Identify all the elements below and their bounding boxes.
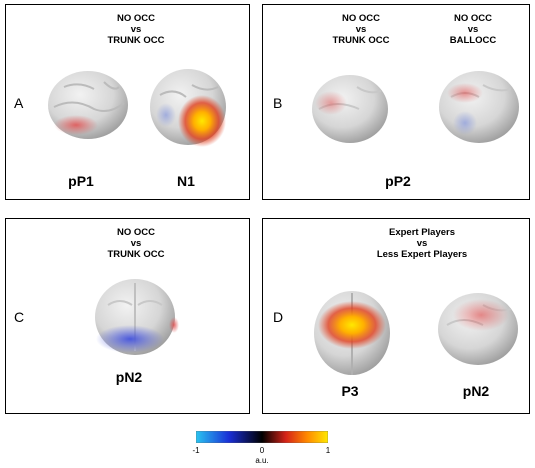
panel-b-letter: B (273, 95, 283, 111)
panel-c-heading: NO OCC vs TRUNK OCC (107, 227, 165, 260)
panel-d-caption-2: pN2 (462, 383, 490, 399)
panel-d-heading: Expert Players vs Less Expert Players (376, 227, 468, 260)
panel-a-heading: NO OCC vs TRUNK OCC (107, 13, 165, 46)
panel-d-caption-1: P3 (341, 383, 359, 399)
panel-c: NO OCC vs TRUNK OCC C pN2 (5, 218, 250, 414)
panel-c-letter: C (14, 309, 25, 325)
panel-d: Expert Players vs Less Expert Players D … (262, 218, 530, 414)
panel-d-letter: D (273, 309, 284, 325)
colorbar-unit: a.u. (255, 456, 269, 465)
panel-b-caption: pP2 (385, 173, 411, 189)
panel-c-caption: pN2 (115, 369, 143, 385)
colorbar-tick-max: 1 (325, 446, 331, 455)
brain-rear-view (150, 69, 226, 147)
panel-a: NO OCC vs TRUNK OCC A pP1 N1 (5, 4, 250, 200)
colorbar (196, 431, 328, 443)
brain-side-view (438, 293, 518, 365)
panel-a-letter: A (14, 95, 24, 111)
colorbar-tick-mid: 0 (259, 446, 265, 455)
colorbar-tick-min: -1 (192, 446, 200, 455)
brain-top-view (314, 291, 390, 375)
panel-b-heading-1: NO OCC vs TRUNK OCC (332, 13, 390, 46)
panel-b: NO OCC vs TRUNK OCC NO OCC vs BALLOCC B … (262, 4, 530, 200)
brain-left-view (312, 75, 388, 143)
panel-a-caption-2: N1 (177, 173, 195, 189)
panel-a-caption-1: pP1 (68, 173, 94, 189)
brain-right-view (439, 71, 519, 143)
panel-b-heading-2: NO OCC vs BALLOCC (449, 13, 497, 46)
brain-side-view (48, 71, 128, 139)
brain-rear-view (95, 279, 179, 355)
